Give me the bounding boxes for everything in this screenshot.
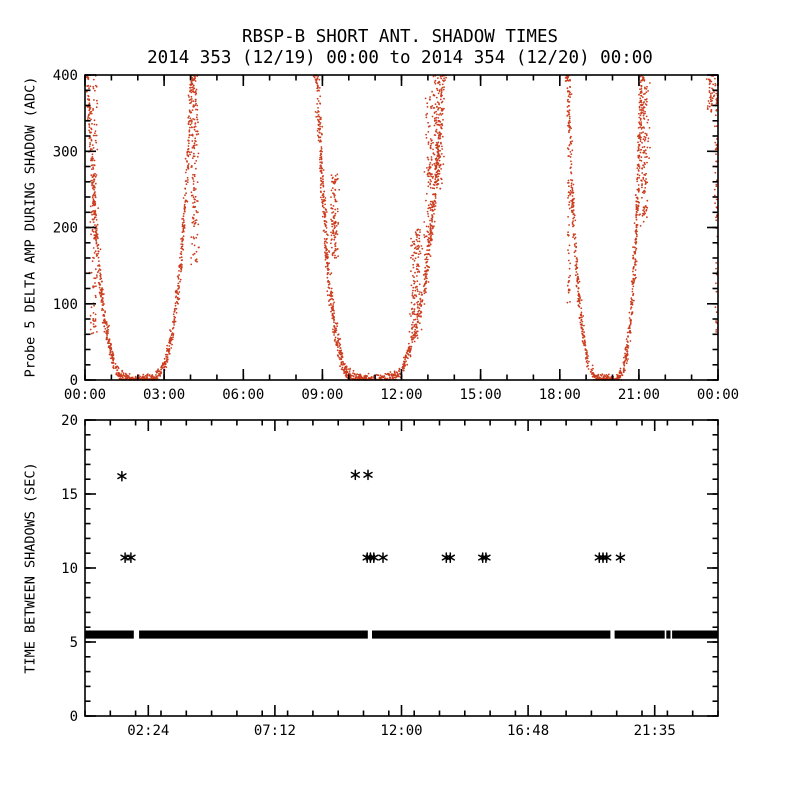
x-tick-label: 12:00 (380, 387, 422, 403)
time-between-shadows-panel: 02:24 07:12 12:00 16:48 21:35 0 5 10 15 20 (61, 413, 719, 739)
x-tick-label: 21:00 (618, 387, 660, 403)
x-tick-label: 00:00 (697, 387, 739, 403)
axes (84, 419, 719, 717)
asterisk-marker (378, 552, 388, 563)
band-segment (666, 630, 671, 639)
asterisk-marker (598, 552, 608, 563)
asterisk-marker (350, 469, 361, 481)
y-tick-label: 300 (53, 144, 78, 160)
asterisk-marker (363, 469, 373, 481)
x-tick-label: 18:00 (539, 387, 581, 403)
x-tick-label: 07:12 (254, 723, 296, 739)
plot-frame (84, 419, 719, 717)
band-segment (614, 630, 665, 639)
x-tick-label: 06:00 (222, 387, 264, 403)
y-tick-label: 15 (61, 487, 78, 503)
chart-title: RBSP-B SHORT ANT. SHADOW TIMES (241, 27, 559, 47)
x-tick-label: 15:00 (460, 387, 502, 403)
asterisk-marker (481, 552, 491, 563)
x-tick-label: 21:35 (634, 723, 676, 739)
y-tick-label: 5 (70, 635, 78, 651)
x-tick-label: 09:00 (301, 387, 343, 403)
x-tick-label: 16:48 (507, 723, 549, 739)
asterisk-marker (369, 552, 379, 563)
asterisk-marker (594, 552, 605, 563)
y-tick-label: 0 (70, 709, 78, 725)
band-segment (139, 630, 368, 639)
chart-subtitle: 2014 353 (12/19) 00:00 to 2014 354 (12/2… (147, 48, 653, 68)
y-tick-label: 20 (61, 413, 78, 429)
x-tick-label: 02:24 (127, 723, 169, 739)
y-tick-label: 100 (53, 297, 78, 313)
plot-frame (84, 74, 719, 381)
band-segment (372, 630, 611, 639)
x-tick-label: 12:00 (380, 723, 422, 739)
y-tick-label: 400 (53, 68, 78, 84)
asterisk-marker (126, 552, 136, 563)
asterisk-marker (117, 470, 127, 482)
y-tick-label: 0 (70, 373, 78, 389)
x-tick-label: 00:00 (64, 387, 106, 403)
asterisk-marker (120, 552, 130, 563)
between-shadows-band (85, 630, 718, 639)
tick-labels: 02:24 07:12 12:00 16:48 21:35 0 5 10 15 20 (61, 413, 676, 739)
tick-labels: 00:00 03:00 06:00 09:00 12:00 15:00 18:00 21:00… (53, 68, 739, 403)
x-tick-label: 03:00 (143, 387, 185, 403)
y-tick-label: 200 (53, 221, 78, 237)
asterisk-marker (601, 552, 612, 563)
y-tick-label: 10 (61, 561, 78, 577)
band-segment (672, 630, 718, 639)
axes (84, 74, 719, 381)
asterisk-marker (615, 552, 626, 563)
asterisk-markers (117, 469, 626, 563)
asterisk-marker (445, 552, 456, 563)
delta-amp-during-shadow-panel: 00:00 03:00 06:00 09:00 12:00 15:00 18:00 21:00… (53, 68, 739, 403)
scatter-points (84, 74, 719, 381)
band-segment (85, 630, 134, 639)
